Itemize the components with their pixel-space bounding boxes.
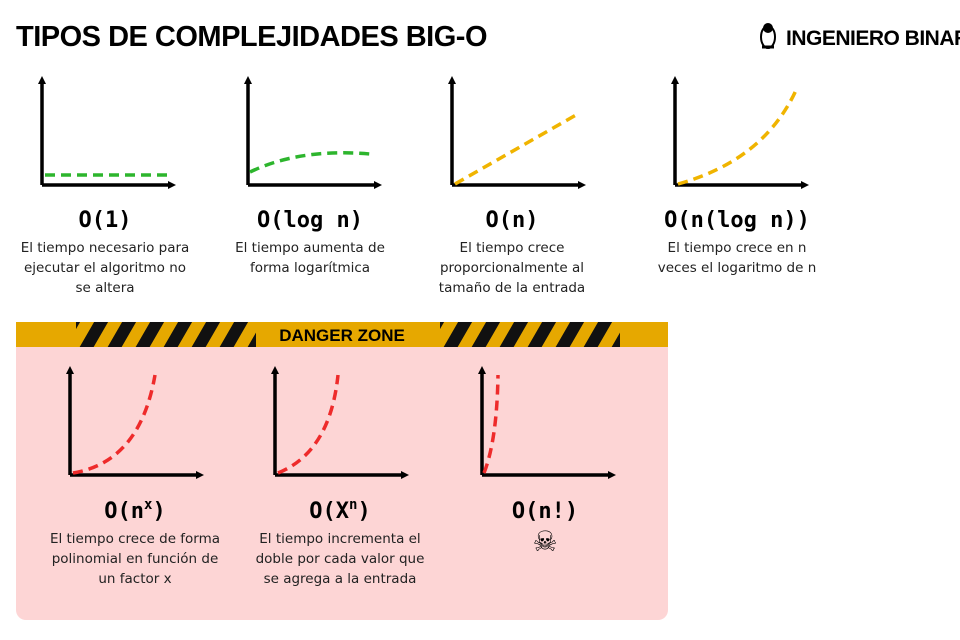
description: tamaño de la entrada — [439, 280, 585, 296]
graph — [66, 366, 204, 479]
label-superscript: n — [349, 497, 357, 513]
description: se agrega a la entrada — [264, 571, 417, 587]
description: veces el logaritmo de n — [658, 260, 817, 276]
label-text: O(n) — [486, 208, 539, 233]
description: un factor x — [98, 571, 171, 587]
brand: INGENIERO BINARIO — [786, 27, 960, 50]
description: ejecutar el algoritmo no — [24, 260, 186, 276]
complexity-label: O(n(log n)) — [664, 208, 810, 233]
description: forma logarítmica — [250, 260, 370, 276]
description: polinomial en función de — [52, 551, 219, 567]
description: El tiempo crece en n — [668, 240, 807, 256]
label-text: O(1) — [79, 208, 132, 233]
graph — [38, 76, 176, 189]
stripes — [76, 322, 256, 347]
label-text: O(n — [104, 499, 144, 524]
description: El tiempo crece — [460, 240, 565, 256]
graph — [244, 76, 382, 189]
label-text: ) — [152, 499, 165, 524]
complexity-label: O(n!) — [512, 499, 578, 524]
complexity-label: O(nx) — [104, 497, 165, 524]
complexity-label: O(1) — [79, 208, 132, 233]
texts: O(1) El tiempo necesario para ejecutar el … — [21, 208, 817, 587]
icon: ☠ — [532, 525, 557, 558]
complexity-label: O(Xn) — [309, 497, 370, 524]
description: se altera — [75, 280, 134, 296]
description: El tiempo necesario para — [21, 240, 190, 256]
label-text: O(X — [309, 499, 349, 524]
graph — [671, 76, 809, 189]
complexity-label: O(log n) — [257, 208, 363, 233]
danger-zone-panel — [16, 322, 668, 620]
graph — [478, 366, 616, 479]
description: El tiempo incrementa el — [259, 531, 420, 547]
complexity-label: O(n) — [486, 208, 539, 233]
stripes — [440, 322, 620, 347]
description: doble por cada valor que — [256, 551, 425, 567]
graph — [448, 76, 586, 189]
label-text: O(n!) — [512, 499, 578, 524]
label-text: O(n(log n)) — [664, 208, 810, 233]
graph — [271, 366, 409, 479]
description: proporcionalmente al — [440, 260, 584, 276]
description: El tiempo crece de forma — [50, 531, 220, 547]
label-text: ) — [357, 499, 370, 524]
brand-logo — [760, 23, 776, 49]
label-superscript: x — [144, 497, 153, 513]
title: TIPOS DE COMPLEJIDADES BIG-O — [16, 21, 487, 53]
description: El tiempo aumenta de — [235, 240, 385, 256]
label-text: O(log n) — [257, 208, 363, 233]
danger-zone-title: DANGER ZONE — [279, 326, 405, 345]
